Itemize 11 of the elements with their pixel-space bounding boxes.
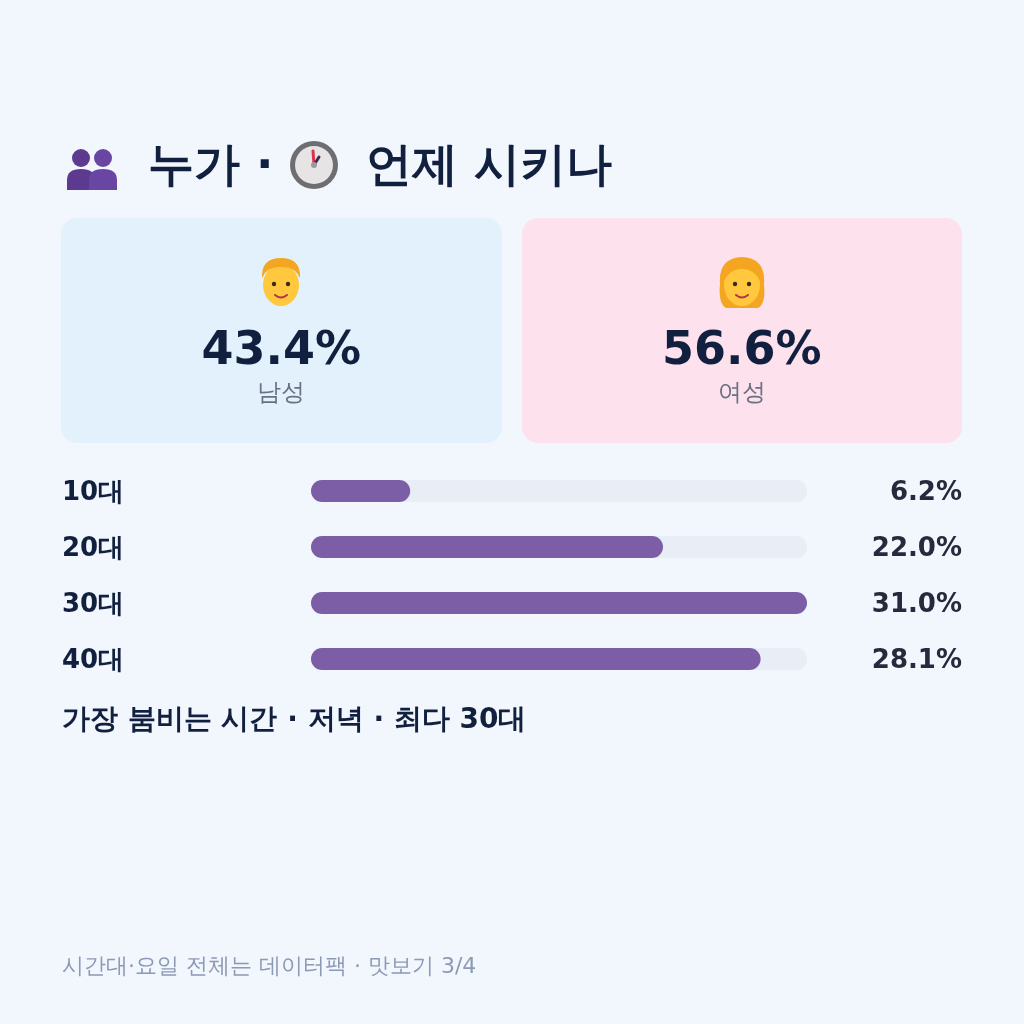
text: 시간대·요일 전체는 데이터팩 · 맛보기 3/4 [62,952,477,980]
data-label: 28.1% [871,644,962,674]
y-tick-label: 40대 [62,644,125,674]
bar [311,480,411,502]
y-tick-label: 20대 [62,532,125,562]
data-label: 6.2% [889,476,962,506]
y-tick-label: 30대 [62,588,125,618]
data-label: 31.0% [871,588,962,618]
y-tick-label: 10대 [62,476,125,506]
data-label: 22.0% [871,532,962,562]
text: 가장 붐비는 시간 · 저녁 · 최다 30대 [62,701,527,737]
